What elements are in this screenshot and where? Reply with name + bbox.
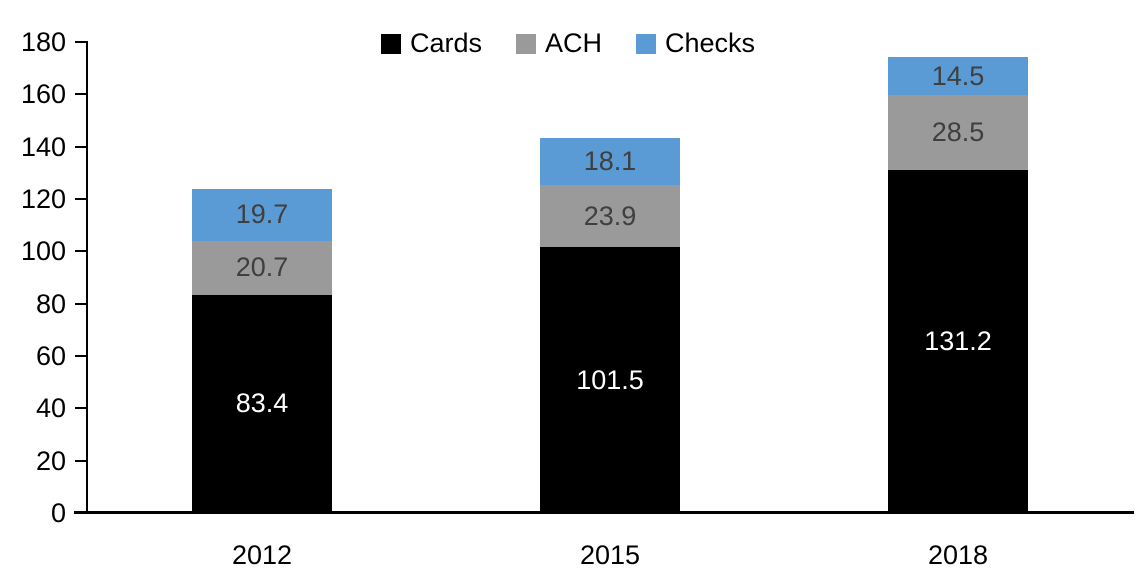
value-label-2015-ach: 23.9 xyxy=(583,200,637,231)
value-label-2018-ach: 28.5 xyxy=(931,116,985,147)
y-axis-label-20: 20 xyxy=(35,445,66,476)
bar-2012: 83.4 20.7 19.7 xyxy=(192,189,332,513)
legend: Cards ACH Checks xyxy=(0,28,1136,59)
y-axis-label-160: 160 xyxy=(20,79,66,110)
legend-label-ach: ACH xyxy=(544,28,602,58)
x-axis-line xyxy=(74,511,1134,514)
y-axis-label-0: 0 xyxy=(50,498,66,528)
y-axis-label-60: 60 xyxy=(35,341,66,371)
value-label-2015-checks: 18.1 xyxy=(583,145,637,176)
value-label-2012-checks: 19.7 xyxy=(235,199,289,230)
y-axis-line xyxy=(86,41,88,513)
y-tick-100 xyxy=(75,250,87,253)
y-axis-label-140: 140 xyxy=(20,131,66,162)
bar-segment-2018-checks: 14.5 xyxy=(888,57,1028,96)
bar-segment-2018-ach: 28.5 xyxy=(888,95,1028,170)
x-axis-label-2015: 2015 xyxy=(579,540,641,570)
y-tick-180 xyxy=(75,41,87,43)
bar-segment-2012-cards: 83.4 xyxy=(192,294,332,513)
y-axis-label-180: 180 xyxy=(20,27,66,57)
legend-swatch-checks-icon xyxy=(636,33,656,54)
y-tick-80 xyxy=(75,302,87,305)
y-tick-140 xyxy=(75,145,87,148)
y-tick-20 xyxy=(75,459,87,462)
legend-item-checks: Checks xyxy=(636,28,755,59)
legend-swatch-ach-icon xyxy=(515,33,536,54)
legend-item-cards: Cards xyxy=(380,28,482,59)
bar-2015: 101.5 23.9 18.1 xyxy=(540,137,680,513)
bar-segment-2015-cards: 101.5 xyxy=(540,247,680,513)
bar-segment-2015-checks: 18.1 xyxy=(540,137,680,185)
y-axis-label-40: 40 xyxy=(35,393,66,424)
x-axis-label-2018: 2018 xyxy=(927,540,989,570)
bar-segment-2018-cards: 131.2 xyxy=(888,169,1028,513)
y-tick-40 xyxy=(75,407,87,410)
legend-label-cards: Cards xyxy=(409,28,482,58)
bar-2018: 131.2 28.5 14.5 xyxy=(888,57,1028,513)
bar-segment-2015-ach: 23.9 xyxy=(540,184,680,248)
legend-label-checks: Checks xyxy=(665,28,756,58)
y-axis-label-100: 100 xyxy=(20,236,66,267)
y-tick-120 xyxy=(75,198,87,200)
x-axis-label-2012: 2012 xyxy=(231,540,293,570)
value-label-2012-cards: 83.4 xyxy=(235,388,289,419)
y-axis-label-80: 80 xyxy=(35,288,66,319)
y-tick-60 xyxy=(75,355,87,357)
legend-item-ach: ACH xyxy=(515,28,602,59)
y-axis-label-120: 120 xyxy=(20,184,66,214)
value-label-2015-cards: 101.5 xyxy=(576,364,644,395)
bar-segment-2012-checks: 19.7 xyxy=(192,189,332,241)
value-label-2018-cards: 131.2 xyxy=(924,325,992,356)
bar-segment-2012-ach: 20.7 xyxy=(192,240,332,295)
value-label-2012-ach: 20.7 xyxy=(235,252,289,283)
legend-swatch-cards-icon xyxy=(380,33,401,54)
y-tick-160 xyxy=(75,93,87,96)
value-label-2018-checks: 14.5 xyxy=(931,60,985,91)
